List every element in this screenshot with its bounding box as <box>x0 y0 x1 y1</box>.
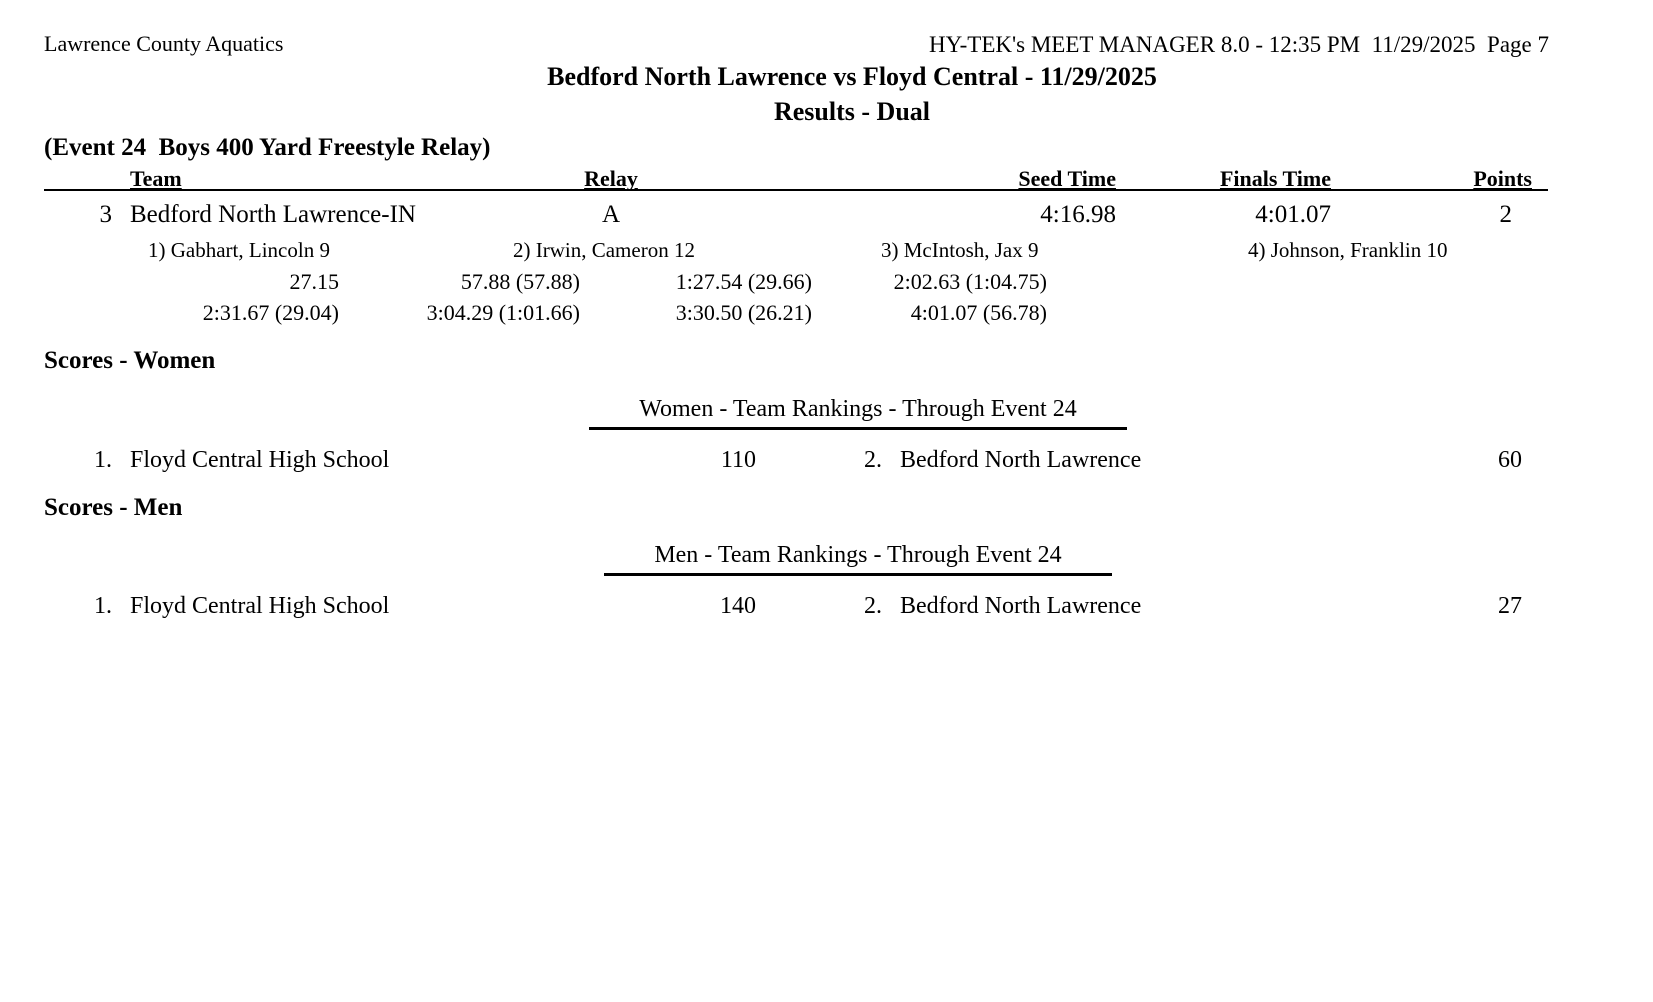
men-rankings-title-wrap: Men - Team Rankings - Through Event 24 <box>63 542 1653 576</box>
ranking-place: 1. <box>94 447 112 473</box>
relay-swimmer-3: 3) McIntosh, Jax 9 <box>881 238 1039 262</box>
split-time: 57.88 (57.88) <box>460 269 580 294</box>
relay-swimmer-2: 2) Irwin, Cameron 12 <box>513 238 695 262</box>
event-heading: (Event 24 Boys 400 Yard Freestyle Relay) <box>44 134 491 161</box>
meet-title: Bedford North Lawrence vs Floyd Central … <box>547 62 1157 91</box>
generator-info: HY-TEK's MEET MANAGER 8.0 - 12:35 PM 11/… <box>928 32 1549 57</box>
column-header-finals-time: Finals Time <box>1219 166 1331 191</box>
result-seed-time: 4:16.98 <box>1040 201 1116 228</box>
relay-swimmer-1: 1) Gabhart, Lincoln 9 <box>148 238 330 262</box>
split-time: 4:01.07 (56.78) <box>910 300 1047 325</box>
result-finals-time: 4:01.07 <box>1255 201 1331 228</box>
column-header-team: Team <box>130 166 182 191</box>
column-header-relay: Relay <box>584 166 638 191</box>
ranking-place: 2. <box>864 447 882 473</box>
split-time: 2:02.63 (1:04.75) <box>893 269 1047 294</box>
women-rankings-title-wrap: Women - Team Rankings - Through Event 24 <box>63 396 1653 430</box>
split-time: 27.15 <box>289 269 340 294</box>
ranking-team: Floyd Central High School <box>130 593 390 619</box>
split-time: 1:27.54 (29.66) <box>675 269 812 294</box>
ranking-score: 27 <box>1498 593 1522 619</box>
relay-swimmer-4: 4) Johnson, Franklin 10 <box>1248 238 1448 262</box>
club-name: Lawrence County Aquatics <box>44 31 284 56</box>
ranking-score: 60 <box>1498 447 1522 473</box>
column-header-seed-time: Seed Time <box>1018 166 1116 191</box>
report-type: Results - Dual <box>773 97 930 126</box>
ranking-score: 110 <box>720 447 756 473</box>
split-time: 2:31.67 (29.04) <box>202 300 339 325</box>
table-header-rule <box>44 189 1548 191</box>
result-points: 2 <box>1499 201 1513 228</box>
result-team: Bedford North Lawrence-IN <box>130 201 416 228</box>
split-time: 3:30.50 (26.21) <box>675 300 812 325</box>
ranking-score: 140 <box>720 593 756 619</box>
ranking-team: Floyd Central High School <box>130 447 390 473</box>
ranking-place: 1. <box>94 593 112 619</box>
result-relay-letter: A <box>601 201 621 228</box>
ranking-place: 2. <box>864 593 882 619</box>
scores-women-heading: Scores - Women <box>44 347 216 374</box>
column-header-points: Points <box>1473 166 1532 191</box>
men-rankings-title: Men - Team Rankings - Through Event 24 <box>604 542 1112 576</box>
result-place: 3 <box>99 201 113 228</box>
split-time: 3:04.29 (1:01.66) <box>426 300 580 325</box>
scores-men-heading: Scores - Men <box>44 494 183 521</box>
ranking-team: Bedford North Lawrence <box>900 593 1142 619</box>
women-rankings-title: Women - Team Rankings - Through Event 24 <box>589 396 1127 430</box>
ranking-team: Bedford North Lawrence <box>900 447 1142 473</box>
